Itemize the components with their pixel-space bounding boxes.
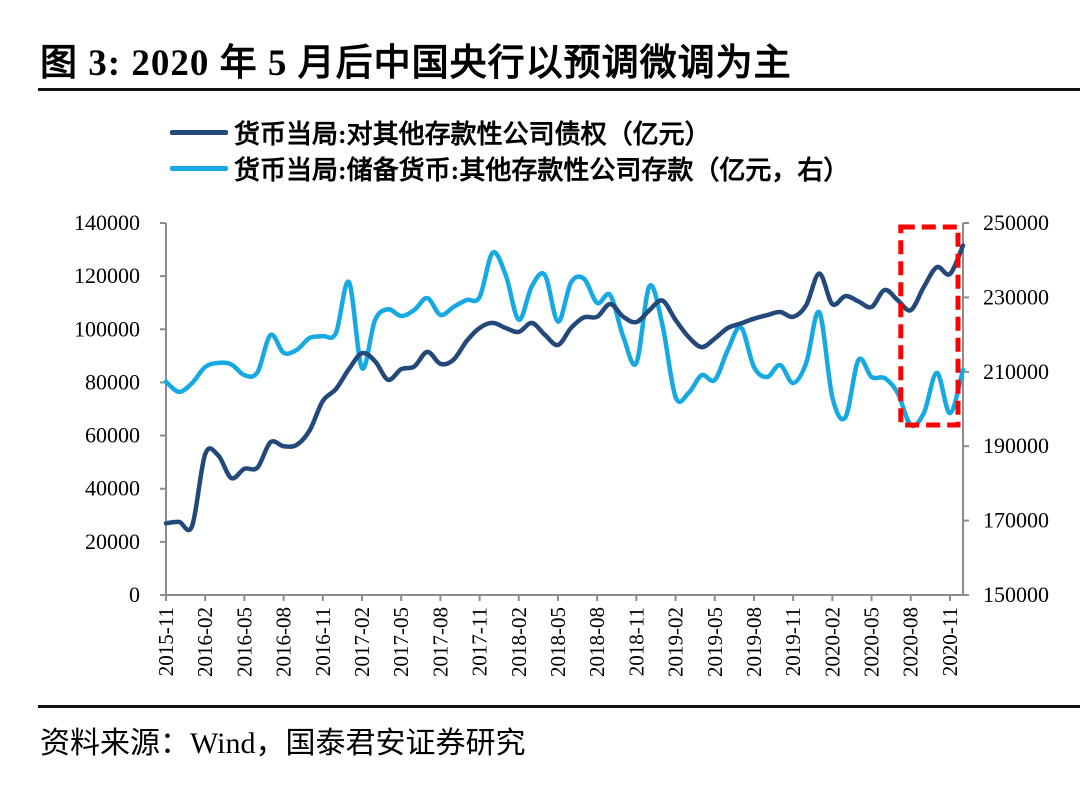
x-axis-tick-label: 2020-05 (860, 607, 884, 677)
x-axis-tick-label: 2017-08 (428, 607, 452, 677)
left-axis-tick-label: 0 (129, 582, 140, 607)
legend-swatch-deposits (170, 165, 228, 171)
right-axis-tick-label: 150000 (983, 582, 1049, 607)
left-axis-tick-label: 140000 (74, 210, 140, 235)
highlight-dashed-box (898, 224, 961, 428)
source-note: 资料来源：Wind，国泰君安证券研究 (40, 727, 526, 760)
x-axis-tick-label: 2018-05 (546, 607, 570, 677)
x-axis-tick-label: 2017-02 (350, 607, 374, 677)
series-line-claims (163, 243, 966, 533)
legend-item-deposits: 货币当局:储备货币:其他存款性公司存款（亿元，右） (170, 150, 849, 186)
top-rule (38, 88, 1080, 91)
legend-label-deposits: 货币当局:储备货币:其他存款性公司存款（亿元，右） (234, 155, 850, 185)
x-axis-tick-label: 2016-02 (193, 607, 217, 677)
x-axis-tick-label: 2019-11 (781, 607, 805, 676)
series-line-deposits (163, 249, 966, 429)
left-axis-tick-label: 60000 (85, 423, 140, 448)
right-axis-tick-label: 210000 (983, 359, 1049, 384)
x-axis-tick-label: 2016-08 (272, 607, 296, 677)
axes: 0 20000 40000 60000 80000 100000 120000 140000 1… (74, 210, 1049, 677)
legend-swatch-claims (170, 129, 228, 135)
chart-legend: 货币当局:对其他存款性公司债权（亿元） 货币当局:储备货币:其他存款性公司存款（… (170, 114, 849, 186)
x-axis-tick-label: 2017-11 (468, 607, 492, 676)
x-axis-tick-label: 2020-11 (938, 607, 962, 676)
x-axis-tick-label: 2018-02 (507, 607, 531, 677)
right-axis-tick-label: 170000 (983, 508, 1049, 533)
annotations (898, 224, 961, 428)
x-axis-tick-label: 2018-11 (624, 607, 648, 676)
left-axis-tick-label: 80000 (85, 369, 140, 394)
x-axis-tick-label: 2016-11 (311, 607, 335, 676)
right-axis-tick-label: 230000 (983, 284, 1049, 309)
left-axis-tick-label: 20000 (85, 529, 140, 554)
left-axis-tick-label: 100000 (74, 316, 140, 341)
x-axis-tick-label: 2018-08 (585, 607, 609, 677)
x-axis-tick-label: 2019-05 (703, 607, 727, 677)
right-axis-tick-label: 190000 (983, 433, 1049, 458)
x-axis-tick-label: 2019-02 (664, 607, 688, 677)
x-axis-tick-label: 2019-08 (742, 607, 766, 677)
series-lines (163, 243, 966, 533)
x-axis-tick-label: 2016-05 (232, 607, 256, 677)
figure-title: 图 3: 2020 年 5 月后中国央行以预调微调为主 (40, 43, 792, 84)
right-axis-tick-label: 250000 (983, 210, 1049, 235)
legend-label-claims: 货币当局:对其他存款性公司债权（亿元） (234, 119, 711, 149)
x-axis-tick-label: 2020-08 (899, 607, 923, 677)
x-axis-tick-label: 2017-05 (389, 607, 413, 677)
bottom-rule (38, 705, 1080, 708)
legend-item-claims: 货币当局:对其他存款性公司债权（亿元） (170, 114, 849, 150)
left-axis-tick-label: 40000 (85, 476, 140, 501)
x-axis-tick-label: 2015-11 (154, 607, 178, 676)
x-axis-tick-label: 2020-02 (820, 607, 844, 677)
left-axis-tick-label: 120000 (74, 263, 140, 288)
